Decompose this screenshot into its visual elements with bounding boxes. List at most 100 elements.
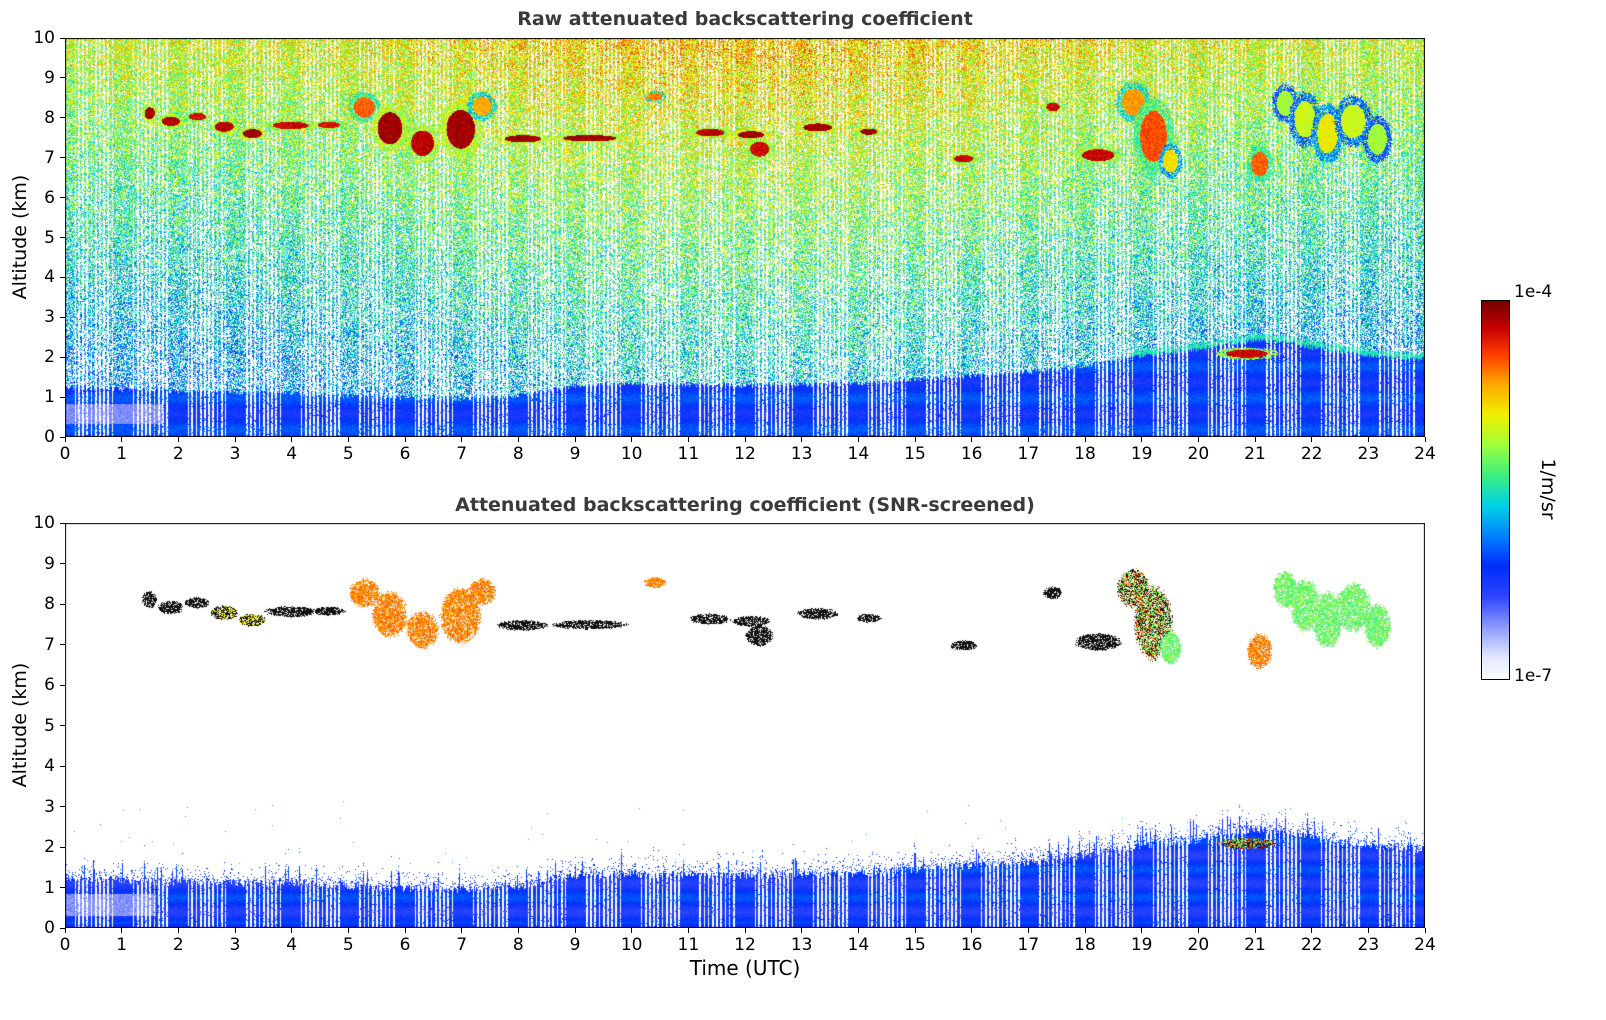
- x-tick: [347, 437, 349, 442]
- x-tick: [64, 928, 66, 933]
- y-tick: [60, 522, 65, 524]
- y-tick-label: 0: [44, 918, 55, 938]
- y-tick: [60, 563, 65, 564]
- x-tick: [631, 437, 633, 442]
- y-tick-label: 1: [44, 877, 55, 898]
- x-tick: [687, 928, 689, 933]
- x-tick-label: 23: [1357, 935, 1380, 955]
- x-tick: [687, 437, 689, 442]
- x-tick-label: 19: [1130, 444, 1153, 464]
- y-tick: [60, 117, 65, 119]
- x-tick: [1254, 928, 1256, 933]
- x-tick: [64, 437, 66, 442]
- y-tick: [60, 603, 65, 605]
- x-tick-label: 5: [342, 935, 354, 955]
- y-tick-label: 3: [44, 307, 55, 328]
- x-tick: [291, 928, 293, 933]
- x-tick: [461, 928, 463, 933]
- y-tick-label: 4: [44, 756, 55, 776]
- y-tick: [60, 765, 65, 767]
- y-tick: [60, 237, 65, 238]
- x-tick-label: 0: [59, 444, 71, 464]
- y-tick-label: 6: [44, 187, 55, 208]
- y-tick-label: 2: [44, 837, 55, 857]
- x-axis-label: Time (UTC): [689, 956, 801, 980]
- colorbar-min-label: 1e-7: [1514, 666, 1553, 686]
- x-tick-label: 20: [1187, 935, 1210, 955]
- x-tick-label: 24: [1414, 444, 1436, 464]
- x-tick-label: 9: [569, 935, 581, 955]
- colorbar-max-label: 1e-4: [1514, 282, 1553, 302]
- x-tick: [121, 928, 123, 933]
- x-tick: [914, 928, 916, 933]
- x-tick: [1367, 437, 1369, 442]
- x-tick-label: 15: [904, 444, 926, 464]
- x-tick-label: 18: [1074, 444, 1096, 464]
- x-tick: [801, 928, 803, 933]
- y-tick: [60, 644, 65, 645]
- y-tick-label: 5: [44, 715, 55, 736]
- x-tick-label: 17: [1017, 935, 1040, 955]
- x-tick-label: 6: [399, 935, 411, 955]
- y-tick-label: 7: [44, 634, 55, 655]
- y-tick-label: 10: [33, 28, 55, 48]
- x-tick-label: 4: [286, 935, 298, 955]
- x-tick: [461, 437, 463, 442]
- x-tick: [404, 928, 406, 933]
- x-tick: [1367, 928, 1369, 933]
- x-tick: [914, 437, 916, 442]
- x-tick-label: 1: [116, 935, 128, 955]
- x-tick: [291, 437, 293, 442]
- x-tick-label: 21: [1244, 444, 1266, 464]
- y-tick: [60, 37, 65, 39]
- x-tick: [744, 437, 746, 442]
- y-tick: [60, 396, 65, 398]
- x-tick-label: 19: [1130, 935, 1153, 955]
- x-tick-label: 18: [1074, 935, 1096, 955]
- x-tick-label: 9: [569, 444, 581, 464]
- x-tick-label: 15: [904, 935, 926, 955]
- x-tick: [631, 928, 633, 933]
- x-tick: [971, 437, 973, 442]
- x-tick-label: 16: [960, 935, 983, 955]
- x-tick: [744, 928, 746, 933]
- y-tick: [60, 77, 65, 79]
- y-tick-label: 10: [33, 513, 55, 533]
- x-tick-label: 17: [1017, 444, 1040, 464]
- y-tick-label: 9: [44, 67, 55, 88]
- y-tick: [60, 276, 65, 278]
- y-tick: [60, 356, 65, 358]
- colorbar: [1481, 300, 1510, 680]
- x-tick: [517, 437, 519, 442]
- x-tick: [857, 437, 859, 442]
- y-tick-label: 7: [44, 147, 55, 168]
- panel2-title: Attenuated backscattering coefficient (S…: [455, 494, 1035, 516]
- x-tick-label: 24: [1414, 935, 1436, 955]
- x-tick: [857, 928, 859, 933]
- x-tick-label: 7: [456, 935, 468, 955]
- x-tick-label: 12: [734, 444, 756, 464]
- y-tick: [60, 436, 65, 438]
- x-tick: [177, 928, 179, 933]
- x-tick-label: 2: [172, 935, 184, 955]
- y-tick-label: 4: [44, 267, 55, 288]
- x-tick: [1311, 928, 1313, 933]
- x-tick-label: 11: [677, 935, 700, 955]
- x-tick: [517, 928, 519, 933]
- x-tick: [1084, 437, 1086, 442]
- x-tick-label: 5: [342, 444, 354, 464]
- x-tick-label: 1: [116, 444, 128, 464]
- x-tick: [1424, 437, 1426, 442]
- x-tick-label: 2: [172, 444, 184, 464]
- x-tick: [1254, 437, 1256, 442]
- x-tick-label: 20: [1187, 444, 1210, 464]
- x-tick-label: 23: [1357, 444, 1380, 464]
- x-tick: [1424, 928, 1426, 933]
- x-tick-label: 8: [512, 444, 524, 464]
- x-tick: [1197, 928, 1199, 933]
- x-tick: [404, 437, 406, 442]
- panel2-heatmap: [65, 523, 1425, 928]
- panel1-title: Raw attenuated backscattering coefficien…: [517, 8, 973, 30]
- x-tick-label: 10: [620, 935, 643, 955]
